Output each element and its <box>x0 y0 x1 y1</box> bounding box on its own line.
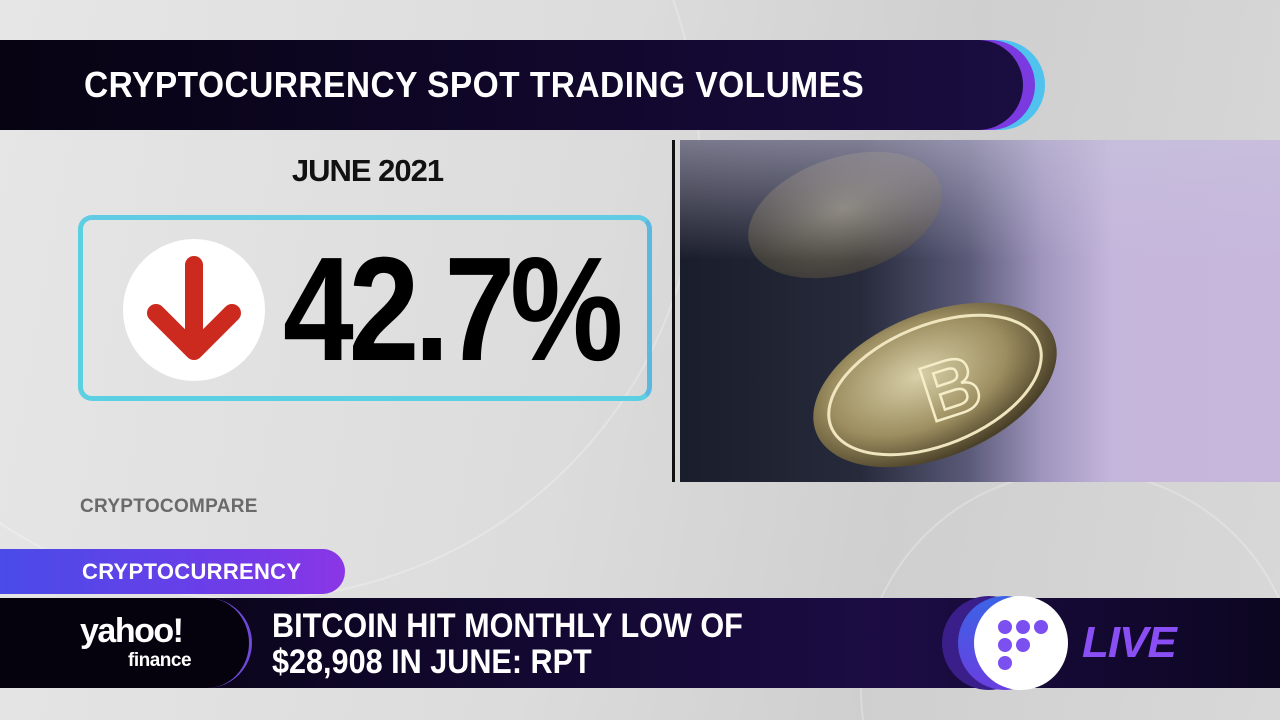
stat-value: 42.7% <box>283 227 623 392</box>
graphic-title: CRYPTOCURRENCY SPOT TRADING VOLUMES <box>84 64 865 105</box>
logo-yahoo-text: yahoo! <box>80 612 184 650</box>
period-label: JUNE 2021 <box>291 153 444 188</box>
headline-line-2: $28,908 IN JUNE: RPT <box>272 643 592 681</box>
logo-finance-text: finance <box>128 650 192 671</box>
panel-divider <box>672 140 675 482</box>
headline: BITCOIN HIT MONTHLY LOW OF $28,908 IN JU… <box>272 608 743 680</box>
stat-box: 42.7% <box>78 215 652 401</box>
title-banner: CRYPTOCURRENCY SPOT TRADING VOLUMES <box>0 40 1045 130</box>
category-label: CRYPTOCURRENCY <box>82 558 302 584</box>
bitcoin-photo: B <box>680 140 1280 482</box>
photo-fade <box>680 140 1280 260</box>
arrow-down-icon <box>123 239 265 381</box>
yahoo-finance-dots-icon <box>974 596 1068 690</box>
category-tag: CRYPTOCURRENCY <box>0 549 345 594</box>
source-label: CRYPTOCOMPARE <box>80 496 258 517</box>
live-label: LIVE <box>1082 618 1177 667</box>
headline-line-1: BITCOIN HIT MONTHLY LOW OF <box>272 607 743 645</box>
banner-bar: CRYPTOCURRENCY SPOT TRADING VOLUMES <box>0 40 1023 130</box>
stat-panel: JUNE 2021 42.7% <box>0 135 672 485</box>
lower-third: yahoo! finance BITCOIN HIT MONTHLY LOW O… <box>0 596 1280 690</box>
yahoo-finance-logo: yahoo! finance <box>0 598 252 688</box>
